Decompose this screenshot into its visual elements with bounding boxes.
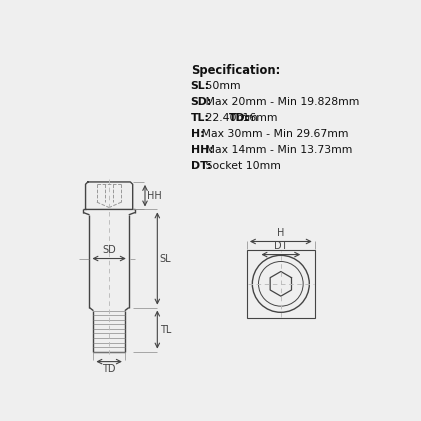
Text: Max 30mm - Min 29.67mm: Max 30mm - Min 29.67mm — [198, 129, 349, 139]
Text: HH: HH — [147, 191, 162, 201]
Text: SL:: SL: — [191, 80, 210, 91]
Text: 50mm: 50mm — [202, 80, 240, 91]
Text: SL: SL — [160, 253, 171, 264]
Text: H: H — [277, 229, 285, 238]
Text: Specification:: Specification: — [191, 64, 280, 77]
Text: TD:: TD: — [229, 113, 250, 123]
Text: Max 14mm - Min 13.73mm: Max 14mm - Min 13.73mm — [202, 145, 352, 155]
Text: 22.40mm: 22.40mm — [202, 113, 261, 123]
Text: 16mm: 16mm — [240, 113, 278, 123]
Text: TL: TL — [160, 325, 171, 335]
Text: HH:: HH: — [191, 145, 213, 155]
Text: H:: H: — [191, 129, 204, 139]
Text: SD:: SD: — [191, 97, 212, 107]
Text: Socket 10mm: Socket 10mm — [202, 161, 280, 171]
Text: TD: TD — [102, 364, 116, 374]
Text: Max 20mm - Min 19.828mm: Max 20mm - Min 19.828mm — [202, 97, 359, 107]
Text: SD: SD — [102, 245, 116, 255]
Text: TL:: TL: — [191, 113, 210, 123]
Text: DT: DT — [274, 242, 288, 251]
Text: DT:: DT: — [191, 161, 211, 171]
Bar — [247, 250, 315, 318]
